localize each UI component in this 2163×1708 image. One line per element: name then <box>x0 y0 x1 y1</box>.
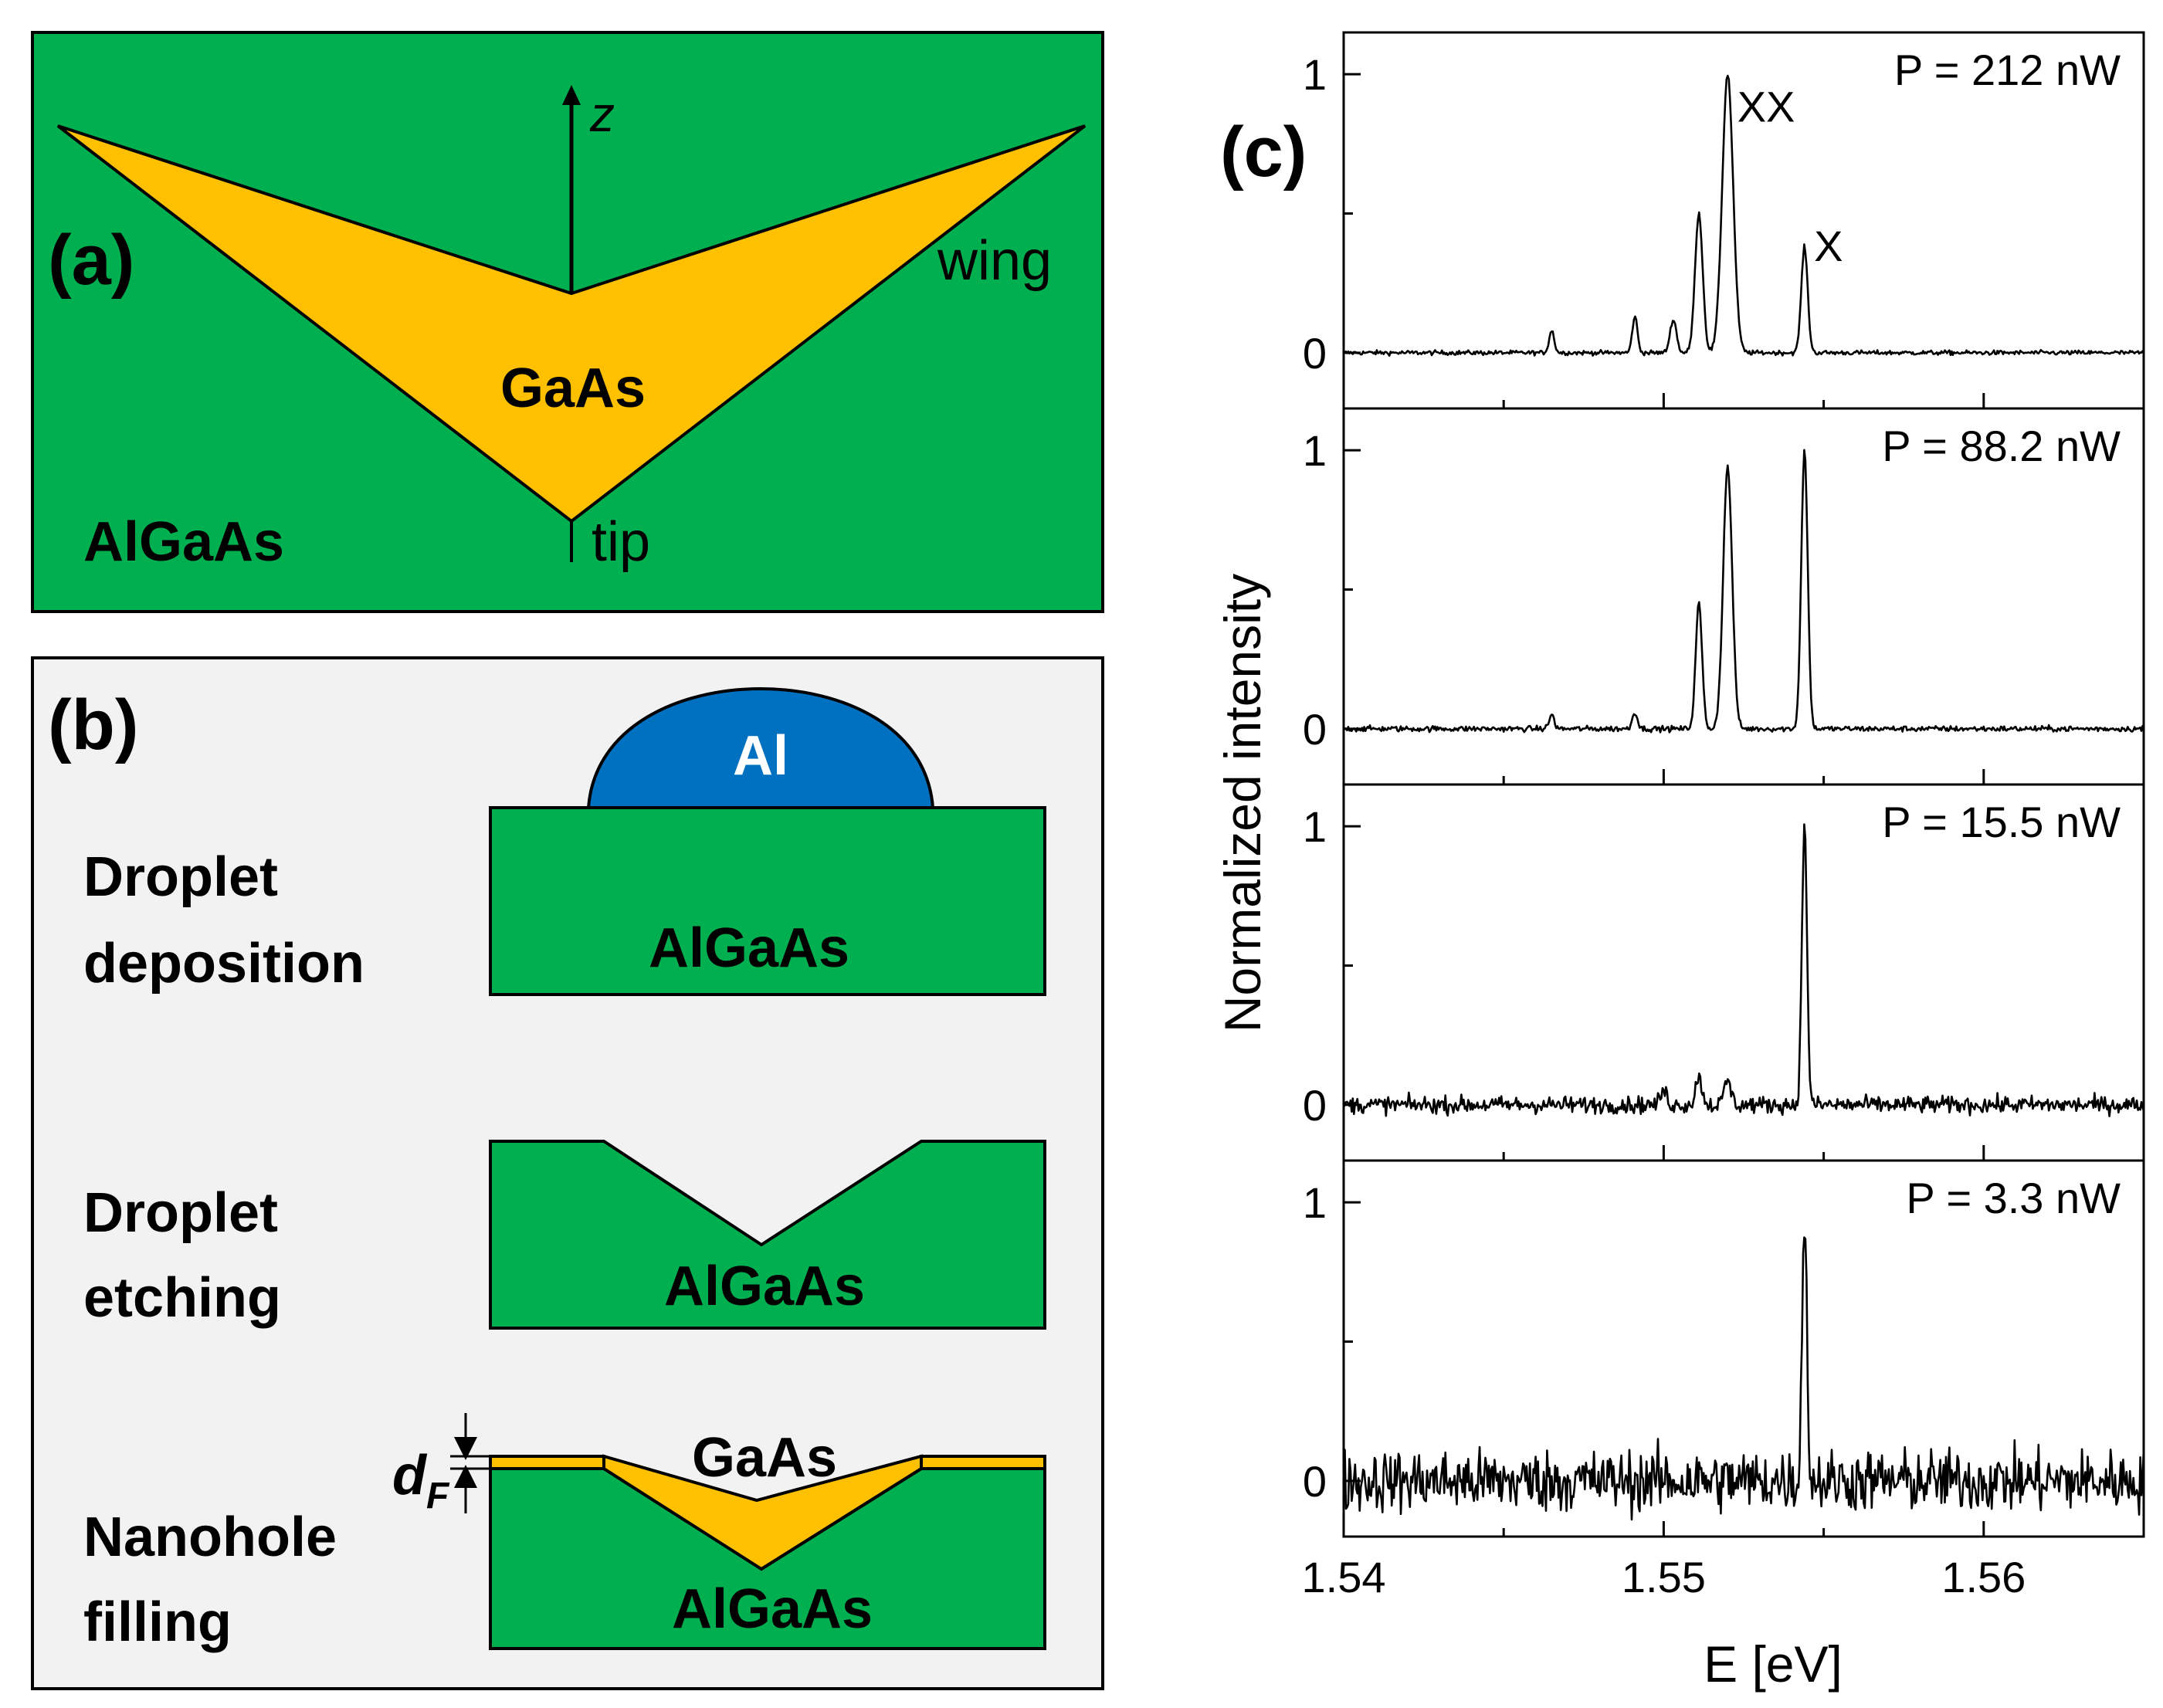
peak-annotation: X <box>1814 222 1843 270</box>
gaas-label-b: GaAs <box>692 1427 837 1489</box>
df-label-main: d <box>392 1445 428 1506</box>
z-axis-label: z <box>589 86 615 142</box>
tip-label: tip <box>592 511 650 573</box>
spectrum-line <box>1343 74 2144 357</box>
y-tick-label: 0 <box>1303 1457 1327 1506</box>
wing-label: wing <box>937 230 1052 292</box>
gaas-film-left <box>489 1455 605 1470</box>
step-nanohole-filling: GaAs AlGaAs dF Nanohole filling <box>83 1413 1046 1653</box>
step-1-line-1: Droplet <box>83 846 278 908</box>
power-label: P = 15.5 nW <box>1882 798 2121 846</box>
z-axis-arrowhead <box>562 85 581 105</box>
algaas-label-2: AlGaAs <box>664 1256 865 1317</box>
panel-b-label: (b) <box>48 686 138 764</box>
step-3-line-2: filling <box>83 1591 232 1653</box>
panel-c: (c) Normalized intensity E [eV] 0 1 P = 21… <box>1214 31 2145 1693</box>
step-2-line-1: Droplet <box>83 1182 278 1244</box>
df-label-subscript: F <box>426 1476 450 1517</box>
step-droplet-deposition: Al AlGaAs Droplet deposition <box>83 686 1046 996</box>
y-tick-label: 1 <box>1303 50 1327 99</box>
spectrum-panel-frame <box>1342 1159 2145 1538</box>
x-tick-label: 1.54 <box>1302 1553 1386 1601</box>
y-tick-label: 1 <box>1303 426 1327 475</box>
step-2-line-2: etching <box>83 1267 281 1329</box>
spectrum-line <box>1343 449 2145 734</box>
panel-b: (b) Al AlGaAs Droplet deposition AlGaAs … <box>31 656 1104 1690</box>
y-tick-label: 0 <box>1303 705 1327 754</box>
step-droplet-etching: AlGaAs Droplet etching <box>83 1140 1046 1330</box>
y-tick-label: 1 <box>1303 802 1327 851</box>
step-1-line-2: deposition <box>83 933 364 995</box>
spectrum-line <box>1342 823 2145 1117</box>
algaas-label-a: AlGaAs <box>83 511 284 573</box>
gaas-nanohole-fill <box>602 1454 923 1571</box>
power-label: P = 212 nW <box>1894 46 2121 94</box>
algaas-label-3: AlGaAs <box>672 1578 873 1640</box>
panel-a-gaas-v-shape <box>56 124 1087 524</box>
y-axis-title: Normalized intensity <box>1214 574 1271 1032</box>
panel-a: (a) z wing GaAs AlGaAs tip <box>31 31 1104 613</box>
gaas-film-right <box>920 1455 1046 1470</box>
df-label: dF <box>392 1445 450 1517</box>
step-3-line-1: Nanohole <box>83 1506 337 1568</box>
y-tick-label: 0 <box>1303 1081 1327 1130</box>
gaas-label-a: GaAs <box>500 358 646 419</box>
x-tick-label: 1.56 <box>1941 1553 2026 1601</box>
al-label: Al <box>733 725 788 787</box>
x-axis-title: E [eV] <box>1704 1635 1843 1693</box>
power-label: P = 3.3 nW <box>1906 1174 2121 1222</box>
power-label: P = 88.2 nW <box>1882 422 2121 470</box>
x-tick-label: 1.55 <box>1622 1553 1706 1601</box>
spectrum-line <box>1342 1236 2145 1521</box>
al-droplet <box>586 686 935 809</box>
peak-annotation: XX <box>1738 82 1795 130</box>
panel-a-label: (a) <box>48 221 134 300</box>
algaas-substrate-2 <box>489 1140 1046 1330</box>
y-tick-label: 1 <box>1303 1178 1327 1227</box>
panel-c-label: (c) <box>1220 113 1307 191</box>
y-tick-label: 0 <box>1303 329 1327 378</box>
algaas-substrate-1 <box>489 806 1046 996</box>
algaas-label-1: AlGaAs <box>649 917 849 979</box>
